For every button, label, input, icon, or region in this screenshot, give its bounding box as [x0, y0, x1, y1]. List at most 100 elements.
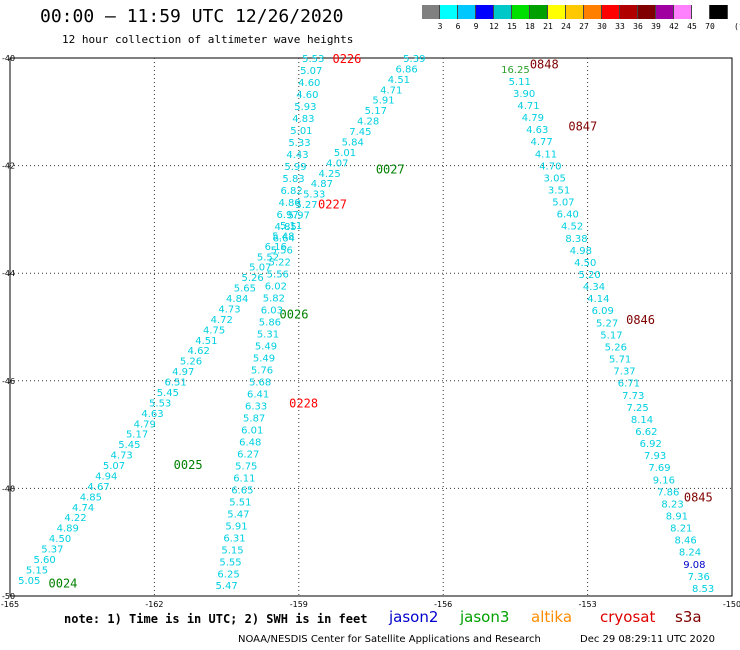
swh-value: 4.94: [95, 471, 117, 482]
swh-value: 5.15: [26, 565, 48, 576]
legend-jason3: jason3: [460, 608, 510, 626]
swh-value: 8.53: [692, 584, 714, 595]
colorbar-swatch: [674, 5, 692, 19]
legend-s3a: s3a: [675, 608, 702, 626]
page-title: 00:00 – 11:59 UTC 12/26/2020: [40, 6, 344, 27]
swh-value: 5.86: [259, 318, 281, 329]
swh-value: 5.27: [295, 200, 317, 211]
swh-value: 5.20: [578, 270, 600, 281]
swh-value: 9.16: [653, 475, 675, 486]
colorbar-label: 33: [615, 22, 625, 31]
swh-value: 5.71: [609, 355, 631, 366]
swh-value: 5.60: [34, 555, 56, 566]
swh-value: 5.26: [241, 273, 263, 284]
y-tick-label: -46: [2, 377, 15, 386]
swh-value: 4.77: [530, 137, 552, 148]
swh-value: 8.23: [661, 499, 683, 510]
colorbar-label: 39: [651, 22, 661, 31]
swh-value: 6.86: [395, 64, 417, 75]
swh-value: 5.56: [267, 270, 289, 281]
colorbar-swatch: [620, 5, 638, 19]
swh-value: 5.56: [271, 246, 293, 257]
swh-value: 5.83: [282, 174, 304, 185]
note-text: note: 1) Time is in UTC; 2) SWH is in fe…: [64, 612, 368, 626]
time-label: 0848: [530, 57, 559, 71]
colorbar-swatch: [422, 5, 440, 19]
colorbar-swatch: [638, 5, 656, 19]
swh-value: 5.31: [257, 330, 279, 341]
swh-value: 5.47: [227, 509, 249, 520]
time-label: 0227: [318, 197, 347, 211]
swh-value: 4.14: [587, 294, 609, 305]
swh-value: 16.25: [501, 65, 530, 76]
swh-value: 8.91: [666, 511, 688, 522]
swh-value: 6.71: [618, 379, 640, 390]
swh-value: 4.79: [522, 113, 544, 124]
swh-value: 5.48: [272, 231, 294, 242]
time-label: 0026: [280, 308, 309, 322]
swh-value: 5.17: [126, 430, 148, 441]
swh-value: 4.60: [296, 90, 318, 101]
swh-value: 4.28: [357, 117, 379, 128]
swh-value: 5.26: [605, 342, 627, 353]
time-label: 0025: [174, 458, 203, 472]
colorbar-label: 9: [473, 22, 479, 31]
colorbar-swatch: [710, 5, 728, 19]
colorbar-label: 6: [455, 22, 461, 31]
colorbar-label: 3: [437, 22, 443, 31]
x-tick-label: -162: [145, 600, 163, 609]
swh-value: 6.31: [223, 533, 245, 544]
swh-value: 6.82: [280, 186, 302, 197]
swh-value: 7.86: [657, 487, 679, 498]
colorbar-label: 70: [705, 22, 715, 31]
colorbar-swatch: [494, 5, 512, 19]
page-subtitle: 12 hour collection of altimeter wave hei…: [62, 33, 354, 46]
swh-value: 5.05: [18, 576, 40, 587]
swh-value: 5.07: [249, 263, 271, 274]
swh-value: 5.49: [253, 354, 275, 365]
swh-value: 5.45: [118, 440, 140, 451]
swh-value: 7.93: [644, 451, 666, 462]
swh-value: 4.34: [583, 282, 605, 293]
colorbar-label: 18: [525, 22, 535, 31]
colorbar-swatch: [458, 5, 476, 19]
swh-value: 5.93: [294, 102, 316, 113]
colorbar-swatch: [584, 5, 602, 19]
swh-value: 5.07: [552, 198, 574, 209]
swh-value: 4.67: [87, 482, 109, 493]
y-tick-label: -48: [2, 484, 15, 493]
y-tick-label: -50: [2, 592, 15, 601]
swh-value: 4.43: [286, 150, 308, 161]
swh-value: 9.08: [683, 560, 705, 571]
colorbar-label: 27: [579, 22, 589, 31]
swh-value: 8.38: [565, 234, 587, 245]
swh-value: 5.33: [288, 138, 310, 149]
swh-value: 5.22: [269, 258, 291, 269]
swh-value: 5.76: [251, 366, 273, 377]
swh-value: 5.97: [288, 211, 310, 222]
colorbar-swatch: [530, 5, 548, 19]
swh-value: 8.24: [679, 548, 701, 559]
swh-value: 4.89: [57, 524, 79, 535]
swh-value: 7.25: [627, 403, 649, 414]
colorbar-label: 42: [669, 22, 679, 31]
swh-value: 5.01: [290, 126, 312, 137]
swh-value: 6.62: [635, 427, 657, 438]
y-tick-label: -42: [2, 162, 15, 171]
swh-value: 4.85: [275, 222, 297, 233]
swh-value: 6.03: [261, 306, 283, 317]
colorbar-label: 24: [561, 22, 571, 31]
swh-value: 4.97: [172, 367, 194, 378]
swh-value: 4.52: [561, 222, 583, 233]
swh-value: 6.92: [640, 439, 662, 450]
swh-value: 6.65: [231, 485, 253, 496]
swh-value: 6.01: [241, 425, 263, 436]
swh-value: 4.11: [535, 149, 557, 160]
swh-value: 4.60: [298, 78, 320, 89]
colorbar-label: 15: [507, 22, 517, 31]
x-tick-label: -150: [723, 600, 740, 609]
swh-value: 5.17: [365, 106, 387, 117]
swh-value: 5.99: [284, 162, 306, 173]
colorbar-label: 12: [489, 22, 499, 31]
